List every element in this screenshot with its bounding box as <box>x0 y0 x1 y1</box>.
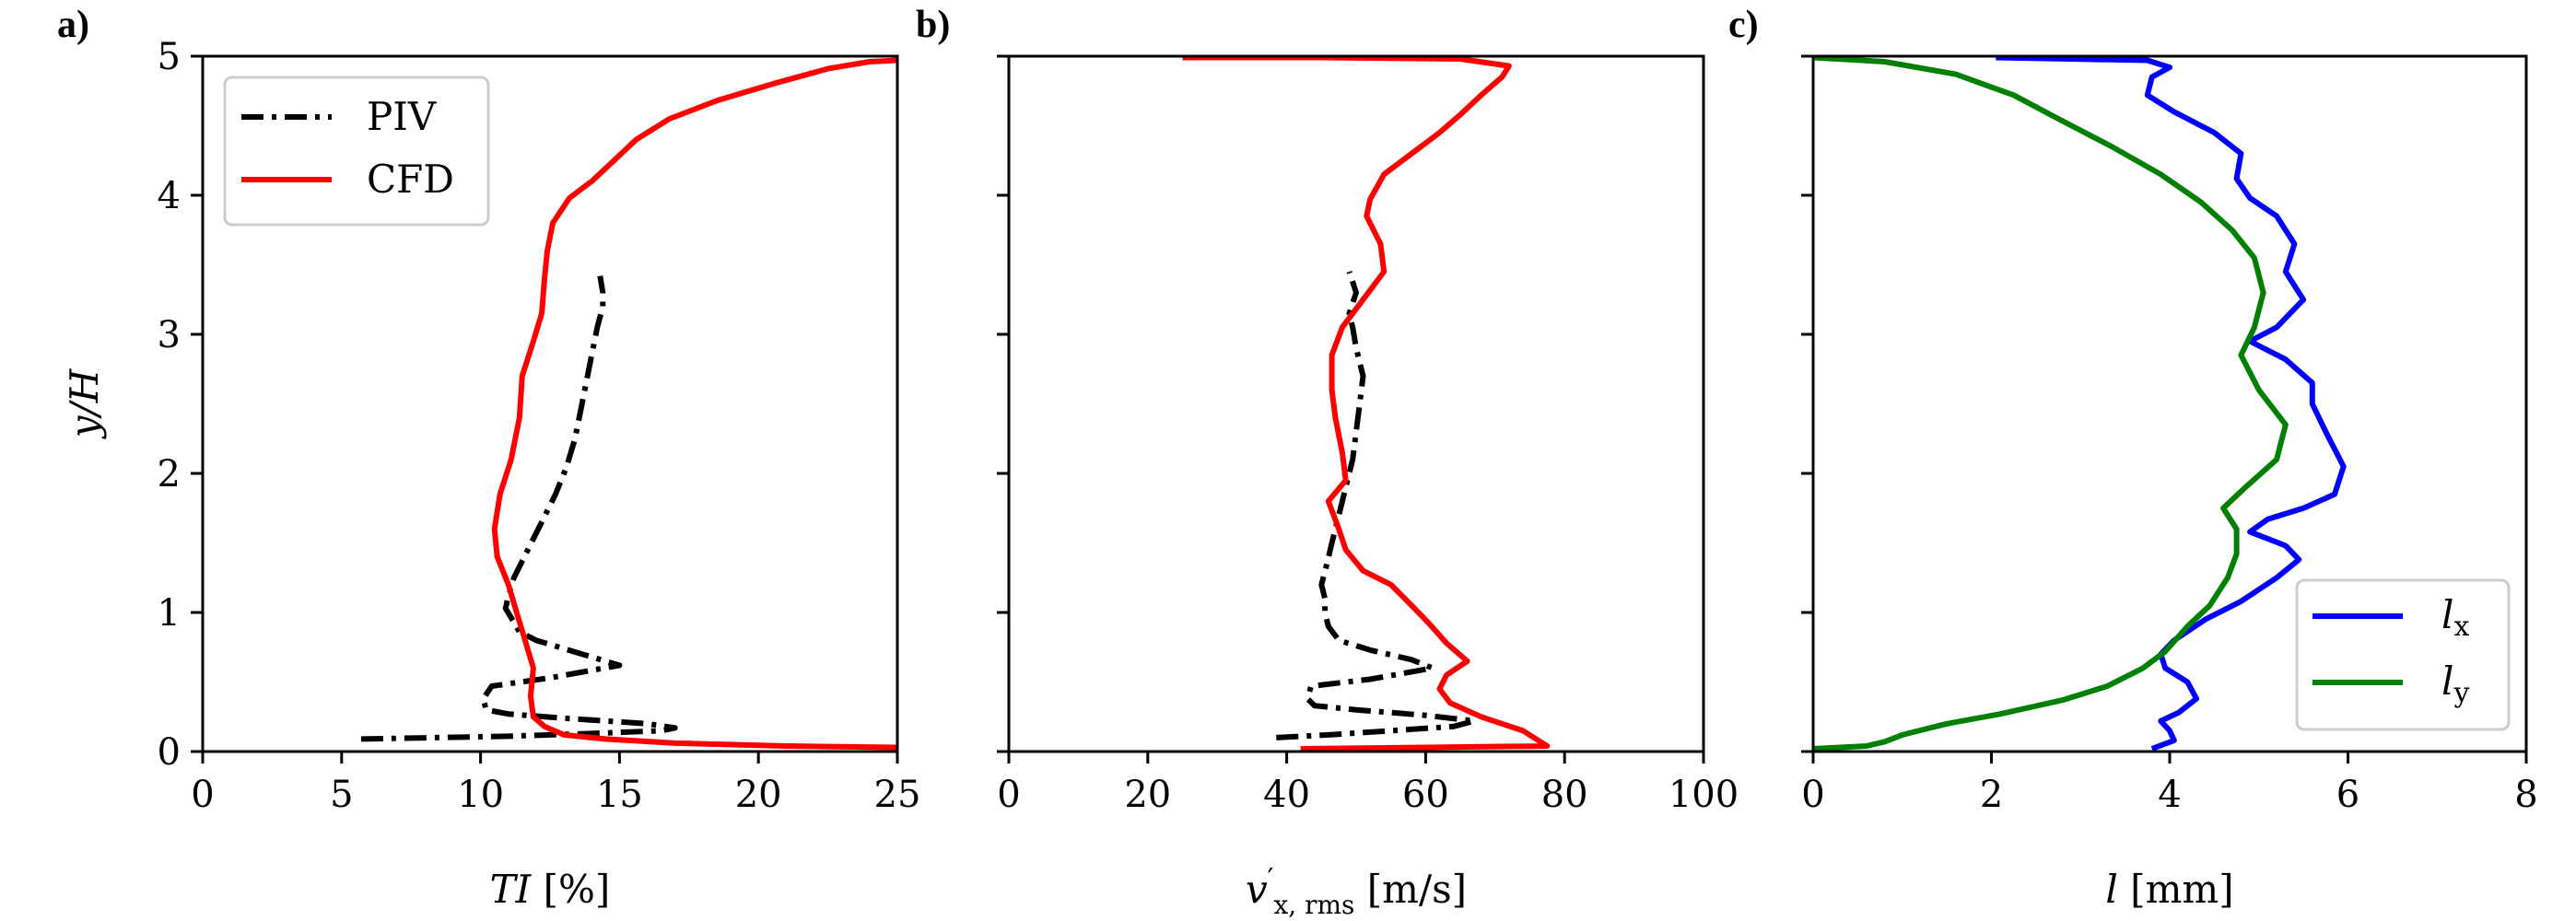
panel-a-xtick-label: 5 <box>330 774 353 816</box>
panel-label-a: a) <box>57 4 89 46</box>
panel-b-xtick-label: 20 <box>1124 774 1171 816</box>
panel-c-xlabel-main: l <box>2105 867 2117 912</box>
panel-c-xtick-label: 0 <box>1801 774 1824 816</box>
legend-a-cfd-label: CFD <box>367 157 454 202</box>
panel-a-xtick-label: 20 <box>735 774 782 816</box>
panel-a-ytick-label: 4 <box>158 175 181 217</box>
panel-a-series-piv-line <box>360 275 678 742</box>
legend-c-ly-label: ly <box>2441 659 2469 709</box>
legend-c: lx ly <box>2295 578 2511 731</box>
panel-b-series-cfd-line <box>1182 56 1551 752</box>
panel-label-c: c) <box>1728 4 1759 46</box>
panel-c-xticks: 0 2 4 6 8 <box>1801 752 2538 816</box>
legend-a: PIV CFD <box>223 76 490 227</box>
legend-a-piv-label: PIV <box>367 94 437 139</box>
legend-c-lx-sub: x <box>2453 611 2469 643</box>
panel-c-yticks <box>1801 54 1813 753</box>
panel-b-xtick-label: 80 <box>1541 774 1588 816</box>
panel-a-frame <box>201 54 899 753</box>
panel-c-xlabel-unit: [mm] <box>2118 867 2234 912</box>
legend-c-ly-main: l <box>2441 659 2453 704</box>
panel-a-ytick-label: 3 <box>158 314 181 356</box>
panel-b-xlabel-unit: [m/s] <box>1354 867 1467 912</box>
panel-b-xtick-label: 40 <box>1263 774 1310 816</box>
legend-a-box <box>223 76 490 227</box>
panel-a-xtick-label: 25 <box>874 774 921 816</box>
panel-b-frame <box>1007 54 1705 753</box>
panel-b-xtick-label: 0 <box>997 774 1020 816</box>
legend-c-lx-main: l <box>2441 592 2453 637</box>
panel-a: a) 0 5 10 15 20 25 0 1 2 3 4 5 TI [%] y/H PIV CFD <box>57 4 920 912</box>
panel-a-xlabel-unit: [%] <box>531 867 610 912</box>
panel-a-series <box>360 57 897 751</box>
panel-b: b) 0 20 40 60 80 100 v′x, rms [m/s] <box>916 4 1739 920</box>
panel-b-series <box>1182 56 1551 752</box>
panel-c-series <box>1813 56 2347 752</box>
panel-a-xtick-label: 10 <box>457 774 504 816</box>
panel-b-xtick-label: 100 <box>1669 774 1739 816</box>
panel-c-xlabel: l [mm] <box>2105 867 2233 912</box>
panel-a-ytick-label: 1 <box>158 592 181 635</box>
panel-a-xlabel: TI [%] <box>490 867 611 912</box>
panel-c-xtick-label: 2 <box>1980 774 2003 816</box>
panel-a-yticks: 0 1 2 3 4 5 <box>158 36 203 774</box>
panel-a-ytick-label: 2 <box>158 453 181 495</box>
panel-b-xticks: 0 20 40 60 80 100 <box>997 752 1739 816</box>
panel-c-series-ly-line <box>1813 56 2289 752</box>
panel-b-series-piv-line <box>1276 271 1478 740</box>
panel-b-xtick-label: 60 <box>1402 774 1449 816</box>
panel-a-xtick-label: 0 <box>191 774 214 816</box>
panel-c-xtick-label: 8 <box>2514 774 2537 816</box>
panel-a-ytick-label: 0 <box>158 731 181 774</box>
panel-a-series-cfd-line <box>491 57 897 751</box>
panel-b-yticks <box>997 54 1009 753</box>
panel-label-b: b) <box>916 4 950 46</box>
panel-a-xlabel-main: TI <box>490 867 533 912</box>
panel-b-xlabel-prime: ′ <box>1268 863 1274 895</box>
panel-c-xtick-label: 4 <box>2158 774 2181 816</box>
panel-a-xtick-label: 15 <box>596 774 643 816</box>
panel-b-xlabel-sub: x, rms <box>1273 890 1354 920</box>
panel-b-xlabel: v′x, rms [m/s] <box>1246 863 1467 920</box>
legend-c-ly-sub: y <box>2453 677 2469 709</box>
panel-c-xtick-label: 6 <box>2336 774 2359 816</box>
panel-a-ylabel: y/H <box>62 367 107 439</box>
panel-c-series-lx-line <box>1996 56 2347 752</box>
panel-a-ytick-label: 5 <box>158 36 181 78</box>
panel-b-xlabel-main: v <box>1246 867 1268 912</box>
legend-c-box <box>2295 578 2511 731</box>
panel-a-xticks: 0 5 10 15 20 25 <box>191 752 920 816</box>
legend-c-lx-label: lx <box>2441 592 2469 643</box>
